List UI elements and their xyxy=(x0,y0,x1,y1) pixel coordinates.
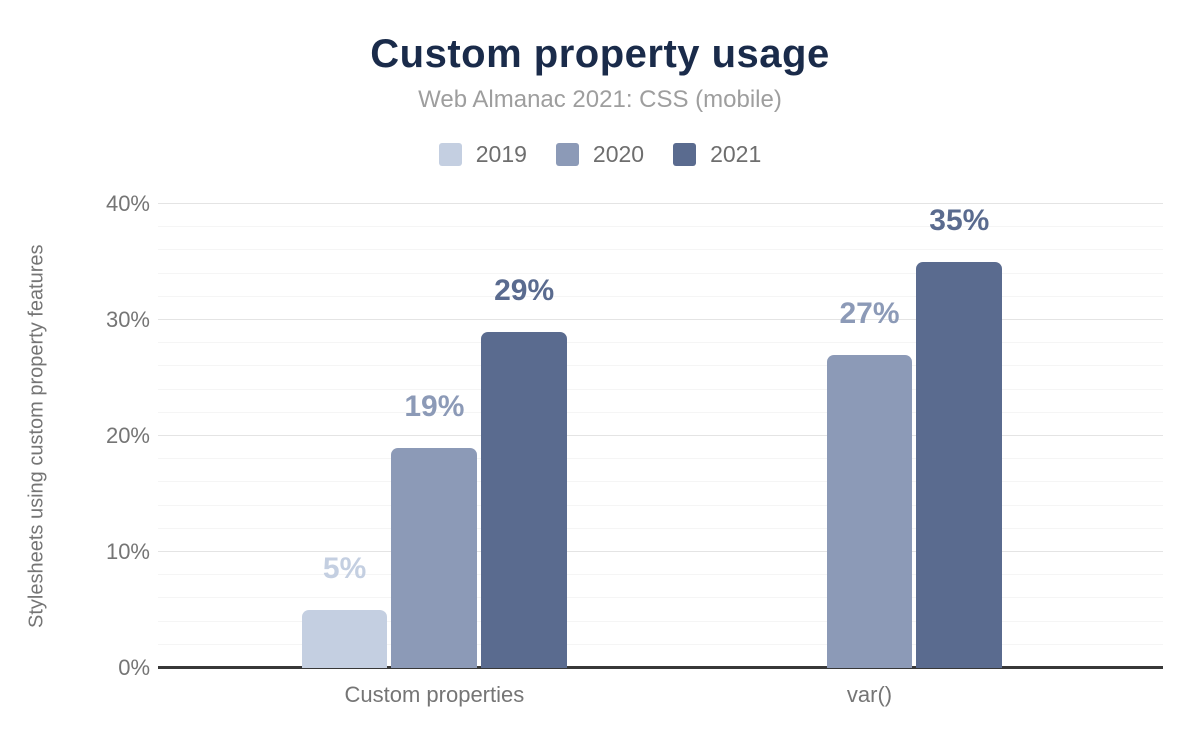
bar-group: 27% 35% xyxy=(737,204,1003,668)
legend-swatch xyxy=(673,142,697,166)
plot-area: 5% 19% 29% Custom properties 27% 35% var() xyxy=(158,203,1163,707)
gridline-minor xyxy=(158,295,1163,297)
gridline-minor xyxy=(158,411,1163,413)
gridline-minor xyxy=(158,597,1163,599)
gridline-minor xyxy=(158,620,1163,622)
legend-item-2021: 2021 xyxy=(673,142,761,166)
legend-item-2020: 2020 xyxy=(555,141,645,167)
legend-swatch xyxy=(438,142,462,166)
bar-group: 5% 19% 29% xyxy=(301,204,567,668)
chart-subtitle: Web Almanac 2021: CSS (mobile) xyxy=(418,86,782,113)
bar-2021[interactable] xyxy=(916,262,1003,668)
bar-slot xyxy=(737,204,823,668)
y-axis-tick: 0% xyxy=(118,655,150,680)
bar-value-label: 19% xyxy=(404,389,465,423)
legend-label: 2021 xyxy=(710,141,762,167)
gridline-minor xyxy=(158,458,1163,460)
legend-item-2019: 2019 xyxy=(438,141,527,167)
bar-2021[interactable] xyxy=(481,331,567,668)
gridline-minor xyxy=(158,504,1163,506)
y-axis-ticks: 0% 10% 20% 30% 40% xyxy=(0,191,150,680)
x-axis-label: var() xyxy=(846,682,893,707)
bar-2019[interactable] xyxy=(301,610,388,668)
legend: 2019 2020 2021 xyxy=(0,140,1200,168)
gridline-minor xyxy=(158,249,1163,251)
gridline-minor xyxy=(158,481,1163,483)
bar-slot: 35% xyxy=(916,204,1003,668)
gridline-minor xyxy=(158,365,1163,367)
y-axis-tick: 10% xyxy=(105,539,150,564)
gridline-major xyxy=(158,435,1163,436)
bar-2020[interactable] xyxy=(826,354,913,668)
bar-value-label: 29% xyxy=(494,273,555,307)
bar-value-label: 27% xyxy=(839,296,900,330)
gridline-minor xyxy=(158,272,1163,274)
x-axis-label: Custom properties xyxy=(344,682,525,707)
y-axis-tick: 30% xyxy=(105,307,150,332)
bar-value-label: 35% xyxy=(929,204,990,237)
gridline-minor xyxy=(158,574,1163,576)
legend-label: 2019 xyxy=(475,141,527,167)
gridline-major xyxy=(158,319,1163,320)
bar-slot: 27% xyxy=(826,204,913,668)
bar-2020[interactable] xyxy=(391,447,478,668)
gridline-minor xyxy=(158,226,1163,228)
gridline-major xyxy=(158,203,1163,204)
bar-value-label: 5% xyxy=(322,552,367,585)
gridline-minor xyxy=(158,388,1163,390)
gridline-minor xyxy=(158,342,1163,344)
legend-label: 2020 xyxy=(592,141,645,167)
chart-title: Custom property usage xyxy=(370,32,830,76)
y-axis-tick: 40% xyxy=(105,191,150,216)
legend-swatch xyxy=(555,142,579,166)
bar-slot: 19% xyxy=(391,204,478,668)
gridline-major xyxy=(158,551,1163,552)
y-axis-tick: 20% xyxy=(105,423,150,448)
bar-slot: 5% xyxy=(301,204,388,668)
bar-slot: 29% xyxy=(481,204,567,668)
gridline-minor xyxy=(158,527,1163,529)
x-axis-line xyxy=(158,666,1163,669)
gridline-minor xyxy=(158,643,1163,645)
